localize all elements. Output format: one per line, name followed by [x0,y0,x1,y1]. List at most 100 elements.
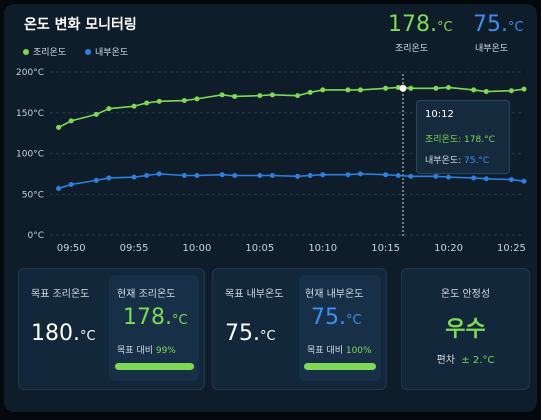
panel: 온도 변화 모니터링 178.°C 조리온도 75.°C 내부온도 0°C 50°… [4,4,537,412]
deviation-value: ± 2. [461,355,483,366]
target-label: 목표 조리온도 [31,289,90,300]
stat-unit: °C [436,20,453,35]
data-point [408,173,414,179]
card: 온도 안정성 우수 편차 ± 2.°C [401,268,530,390]
stat: 75.°C [473,12,524,37]
tooltip-value: 178. [464,135,485,145]
progress-text: 목표 대비 100% [307,343,372,356]
y-tick-label: 50°C [22,190,44,200]
data-point [93,177,99,183]
data-point [295,93,301,99]
progress-track [115,363,195,370]
tooltip-row: 조리온도: 178.°C [425,132,495,145]
deviation: 편차 ± 2.°C [402,351,529,366]
target-value: 75. [225,321,260,346]
tooltip-unit: °C [478,156,490,166]
card: 목표 내부온도 75.°C 현재 내부온도 75.°C 목표 대비 100% [212,268,387,390]
data-point [106,175,112,181]
data-point [357,87,363,93]
title: 온도 변화 모니터링 [24,17,137,33]
data-point [471,175,477,181]
x-tick-label: 10:25 [497,243,526,254]
data-point [307,173,313,179]
data-point [194,173,200,179]
current: 75.°C [311,305,362,330]
target: 75.°C [225,321,276,346]
data-point [508,88,514,94]
data-point [471,87,477,93]
deviation-unit: °C [482,355,495,366]
stat: 178.°C [388,12,453,37]
current-panel: 현재 내부온도 75.°C 목표 대비 100% [299,275,381,381]
legend-swatch [23,49,29,55]
data-point [357,171,363,177]
data-point [521,86,527,92]
stat-label: 조리온도 [395,44,429,54]
data-point [320,172,326,178]
progress-label: 목표 대비 [117,346,153,356]
data-point [56,186,62,192]
tooltip-time: 10:12 [425,109,454,120]
data-point [219,92,225,98]
x-tick-label: 10:10 [308,243,337,254]
target-value: 180. [31,321,80,346]
stat-unit: °C [508,20,524,35]
data-point [219,172,225,178]
data-point [383,172,389,178]
data-point [106,106,112,112]
target-label: 목표 내부온도 [225,289,284,300]
data-point [395,84,401,90]
tooltip-unit: °C [484,135,495,145]
data-point [56,124,62,130]
legend-label: 조리온도 [33,47,66,58]
data-point [181,173,187,179]
data-point [446,84,452,90]
target-unit: °C [79,329,96,344]
data-point [144,173,150,179]
highlight-point [399,84,407,92]
legend-label: 내부온도 [95,47,128,58]
current-panel: 현재 조리온도 178.°C 목표 대비 99% [109,275,199,381]
tooltip: 10:12 조리온도: 178.°C 내부온도: 75.°C [416,100,510,174]
current-value: 75. [311,305,346,330]
data-point [408,85,414,91]
data-point [395,173,401,179]
data-point [68,181,74,187]
data-point [93,111,99,117]
progress-label: 목표 대비 [307,346,343,356]
data-point [68,118,74,124]
progress-text: 목표 대비 99% [117,343,176,356]
current-value: 178. [123,305,172,330]
data-point [232,93,238,99]
data-point [131,174,137,180]
data-point [483,176,489,182]
data-point [345,87,351,93]
y-tick-label: 0°C [27,231,44,241]
stability-title: 온도 안정성 [440,289,491,300]
data-point [446,174,452,180]
y-tick-label: 200°C [16,68,44,78]
target-unit: °C [260,329,276,344]
data-point [320,87,326,93]
stability-rating: 우수 [445,317,486,342]
data-point [307,89,313,95]
tooltip-label: 내부온도: [425,156,462,166]
stat-value: 75. [473,12,508,37]
progress-track [304,363,376,370]
data-point [345,172,351,178]
x-tick-label: 10:00 [183,243,212,254]
tooltip-row: 내부온도: 75.°C [425,153,489,166]
data-point [483,89,489,95]
progress-value: 99% [155,346,176,356]
data-point [269,92,275,98]
x-tick-label: 10:15 [371,243,400,254]
data-point [156,171,162,177]
progress-bar [304,363,376,370]
card: 목표 조리온도 180.°C 현재 조리온도 178.°C 목표 대비 99% [18,268,205,390]
current-unit: °C [346,313,362,328]
data-point [383,85,389,91]
stat-label: 내부온도 [475,44,509,54]
x-tick-label: 09:55 [120,243,149,254]
stat-value: 178. [388,12,437,37]
